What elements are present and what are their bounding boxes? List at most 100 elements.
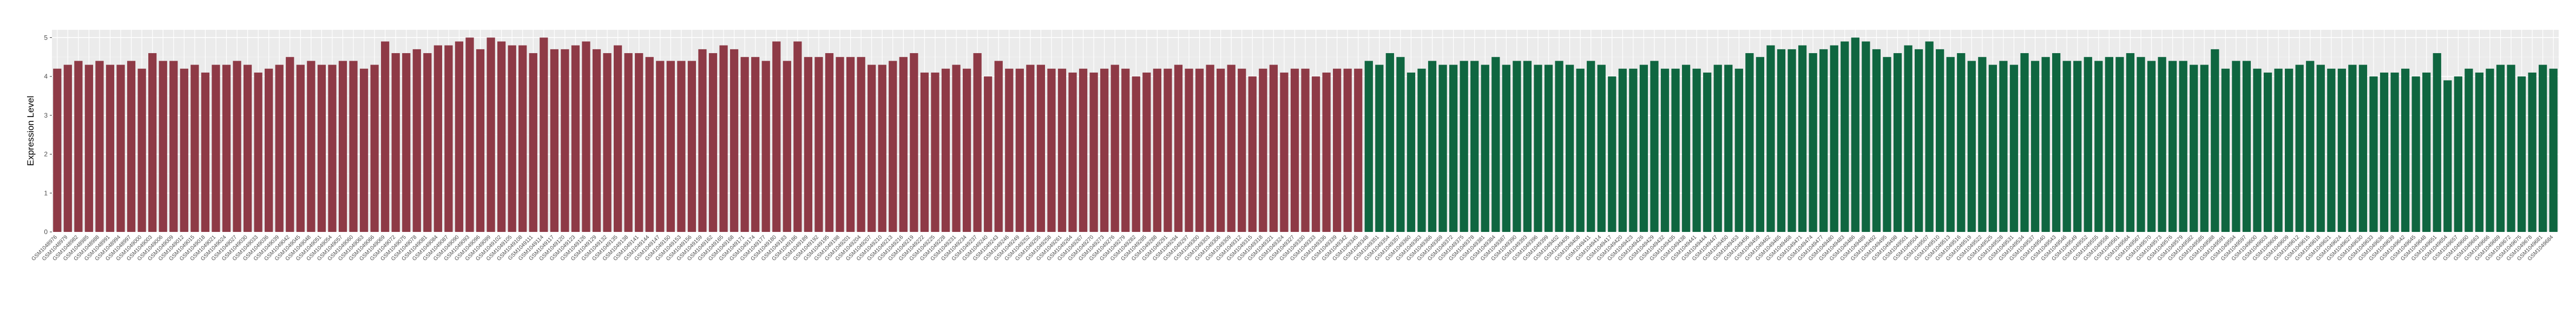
bar [1967, 61, 1976, 232]
bar [476, 49, 485, 232]
bar [592, 49, 601, 232]
bar [307, 61, 316, 232]
bar [1883, 57, 1891, 232]
bar [1438, 64, 1447, 232]
bar [254, 72, 262, 232]
bar [804, 57, 813, 232]
bar [846, 57, 855, 232]
bar [793, 41, 802, 232]
bar [2052, 53, 2061, 232]
bar [338, 61, 347, 232]
bar [962, 68, 971, 232]
bar [1830, 45, 1838, 232]
bar [2496, 64, 2505, 232]
bar [1385, 53, 1394, 232]
bar [2380, 72, 2389, 232]
bar [2348, 64, 2357, 232]
bar [645, 57, 654, 232]
bar [1491, 57, 1500, 232]
bar [1819, 49, 1828, 232]
bar [825, 53, 834, 232]
bar [2211, 49, 2219, 232]
bar [772, 41, 781, 232]
bar [433, 45, 442, 232]
bar [2411, 76, 2420, 232]
bar [878, 64, 886, 232]
bar [857, 57, 865, 232]
bars [53, 37, 2558, 232]
bar [370, 64, 379, 232]
bar [1502, 64, 1510, 232]
bar [95, 61, 104, 232]
bar [518, 45, 527, 232]
bar [2030, 61, 2040, 232]
bar [275, 64, 284, 232]
bar [1460, 61, 1468, 232]
bar [1195, 68, 1204, 232]
bar [423, 53, 432, 232]
bar [1756, 57, 1765, 232]
bar [1734, 68, 1743, 232]
bar [836, 57, 844, 232]
bar [1311, 76, 1320, 232]
bar [1872, 49, 1881, 232]
bar [540, 37, 548, 232]
bar [1364, 61, 1373, 232]
bar [1142, 72, 1151, 232]
bar [53, 68, 62, 232]
bar [2549, 68, 2558, 232]
bar [2507, 64, 2515, 232]
bar [455, 41, 464, 232]
bar [1322, 72, 1331, 232]
bar [677, 61, 686, 232]
bar [1862, 41, 1870, 232]
bar [1449, 64, 1458, 232]
bar [1841, 41, 1849, 232]
bar [508, 45, 516, 232]
y-axis: 0 1 2 3 4 5 [44, 34, 52, 236]
bar [1238, 68, 1246, 232]
bar [2020, 53, 2029, 232]
bar [391, 53, 400, 232]
bar [127, 61, 136, 232]
bar [2422, 72, 2431, 232]
bar [1618, 68, 1627, 232]
bar [169, 61, 178, 232]
bar [730, 49, 739, 232]
bar [1925, 41, 1934, 232]
bar [1671, 68, 1680, 232]
bar [2084, 57, 2092, 232]
bar [159, 61, 167, 232]
bar [1893, 53, 1902, 232]
bar [973, 53, 982, 232]
y-tick-label: 1 [44, 189, 48, 197]
y-tick-label: 3 [44, 112, 48, 119]
bar [180, 68, 188, 232]
y-tick-label: 2 [44, 151, 48, 158]
bar [899, 57, 908, 232]
bar [2369, 76, 2378, 232]
bar [1481, 64, 1489, 232]
bar [1692, 68, 1701, 232]
bar [984, 76, 993, 232]
bar [2094, 61, 2103, 232]
bar [328, 64, 337, 232]
bar [1534, 64, 1542, 232]
bar [1555, 61, 1563, 232]
bar [1248, 76, 1257, 232]
bar [2062, 61, 2071, 232]
bar [624, 53, 633, 232]
bar [1280, 72, 1289, 232]
bar [148, 53, 157, 232]
bar [1999, 61, 2008, 232]
bar [1851, 37, 1859, 232]
bar [1407, 72, 1416, 232]
bar [1946, 57, 1955, 232]
bar [2137, 57, 2145, 232]
bar [1015, 68, 1024, 232]
bar [412, 49, 421, 232]
bar [116, 64, 125, 232]
bar [2115, 57, 2124, 232]
bar [931, 72, 939, 232]
